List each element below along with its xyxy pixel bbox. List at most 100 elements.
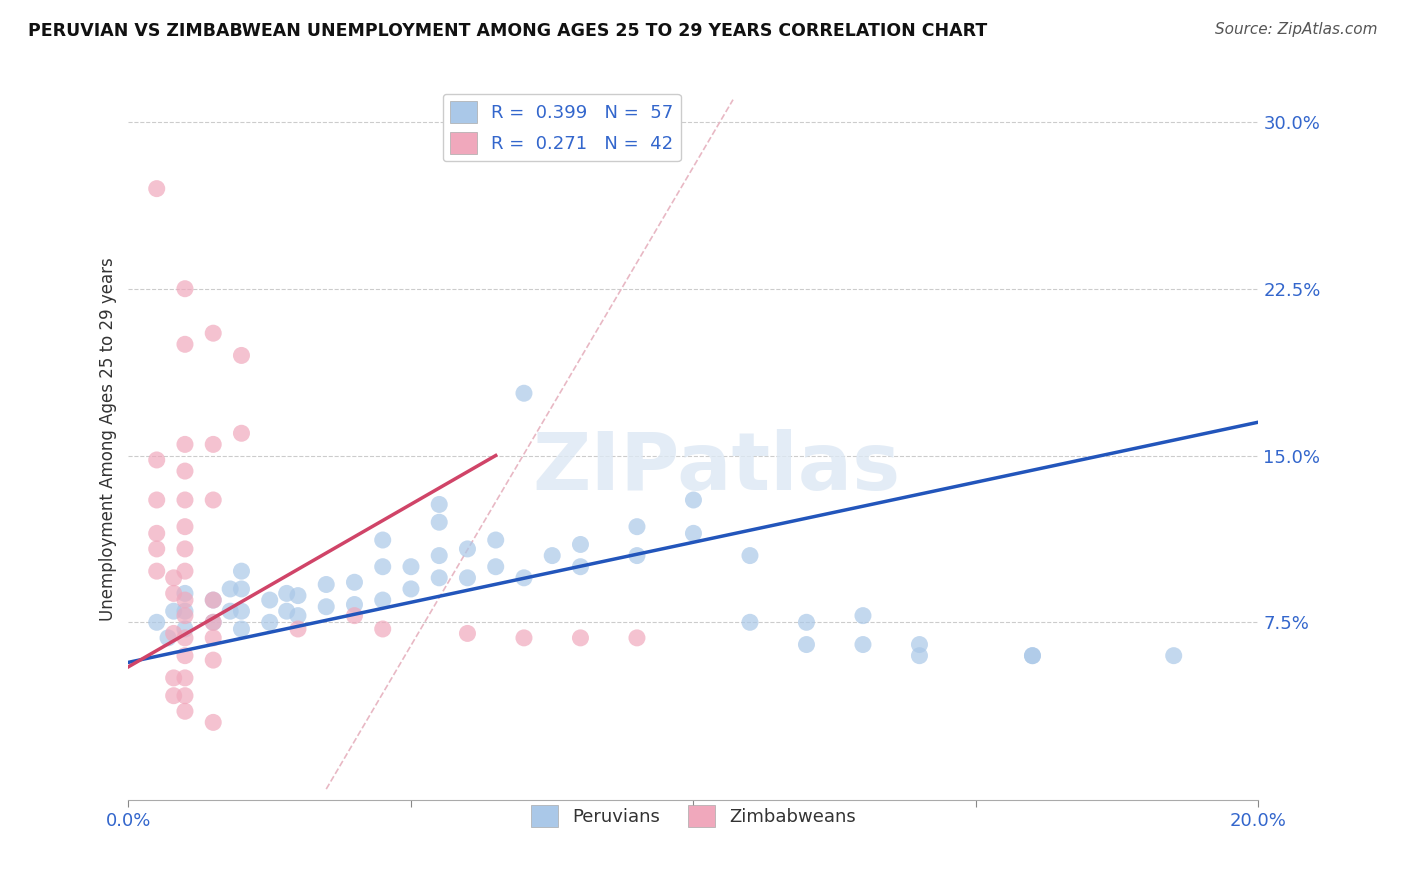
Point xyxy=(231,604,253,618)
Point xyxy=(315,577,337,591)
Point xyxy=(231,582,253,596)
Point xyxy=(399,559,422,574)
Point xyxy=(145,541,167,556)
Point xyxy=(513,631,536,645)
Point xyxy=(569,631,592,645)
Point xyxy=(1021,648,1043,663)
Point xyxy=(852,638,875,652)
Y-axis label: Unemployment Among Ages 25 to 29 years: Unemployment Among Ages 25 to 29 years xyxy=(100,257,117,621)
Point xyxy=(145,526,167,541)
Point xyxy=(174,337,197,351)
Point xyxy=(145,493,167,508)
Point xyxy=(427,515,450,529)
Point xyxy=(174,608,197,623)
Point xyxy=(174,564,197,578)
Point xyxy=(174,464,197,478)
Point xyxy=(202,593,225,607)
Point xyxy=(163,626,186,640)
Point xyxy=(174,437,197,451)
Point xyxy=(513,386,536,401)
Point xyxy=(626,519,648,533)
Point xyxy=(682,526,704,541)
Point xyxy=(202,631,225,645)
Point xyxy=(427,549,450,563)
Point xyxy=(202,493,225,508)
Point xyxy=(174,493,197,508)
Legend: Peruvians, Zimbabweans: Peruvians, Zimbabweans xyxy=(524,798,863,835)
Point xyxy=(456,626,478,640)
Point xyxy=(399,582,422,596)
Point xyxy=(287,608,309,623)
Point xyxy=(174,282,197,296)
Point xyxy=(163,604,186,618)
Point xyxy=(174,593,197,607)
Point xyxy=(371,533,394,547)
Point xyxy=(202,615,225,630)
Point xyxy=(1021,648,1043,663)
Point xyxy=(796,615,818,630)
Point xyxy=(343,608,366,623)
Point xyxy=(231,564,253,578)
Point xyxy=(174,604,197,618)
Point xyxy=(343,575,366,590)
Point xyxy=(796,638,818,652)
Point xyxy=(219,582,242,596)
Point xyxy=(202,326,225,341)
Point xyxy=(145,181,167,195)
Point xyxy=(231,426,253,441)
Point xyxy=(908,648,931,663)
Point xyxy=(259,615,281,630)
Point xyxy=(541,549,564,563)
Point xyxy=(174,622,197,636)
Point xyxy=(219,604,242,618)
Point xyxy=(738,549,761,563)
Text: PERUVIAN VS ZIMBABWEAN UNEMPLOYMENT AMONG AGES 25 TO 29 YEARS CORRELATION CHART: PERUVIAN VS ZIMBABWEAN UNEMPLOYMENT AMON… xyxy=(28,22,987,40)
Text: Source: ZipAtlas.com: Source: ZipAtlas.com xyxy=(1215,22,1378,37)
Point xyxy=(371,559,394,574)
Point xyxy=(157,631,180,645)
Point xyxy=(145,564,167,578)
Point xyxy=(174,689,197,703)
Point xyxy=(626,631,648,645)
Point xyxy=(852,608,875,623)
Point xyxy=(738,615,761,630)
Point xyxy=(174,631,197,645)
Point xyxy=(163,689,186,703)
Point xyxy=(456,541,478,556)
Point xyxy=(231,622,253,636)
Point xyxy=(456,571,478,585)
Point xyxy=(513,571,536,585)
Point xyxy=(569,559,592,574)
Point xyxy=(276,586,298,600)
Point xyxy=(163,586,186,600)
Point xyxy=(569,537,592,551)
Point xyxy=(174,586,197,600)
Point xyxy=(485,533,508,547)
Point xyxy=(427,498,450,512)
Point xyxy=(287,589,309,603)
Point xyxy=(259,593,281,607)
Point xyxy=(343,598,366,612)
Point xyxy=(145,453,167,467)
Point xyxy=(682,493,704,508)
Point xyxy=(174,519,197,533)
Point xyxy=(202,715,225,730)
Point xyxy=(371,622,394,636)
Point xyxy=(174,671,197,685)
Point xyxy=(276,604,298,618)
Point xyxy=(1163,648,1185,663)
Point xyxy=(145,615,167,630)
Text: ZIPatlas: ZIPatlas xyxy=(531,429,900,507)
Point xyxy=(202,593,225,607)
Point xyxy=(287,622,309,636)
Point xyxy=(163,571,186,585)
Point xyxy=(315,599,337,614)
Point xyxy=(174,541,197,556)
Point xyxy=(908,638,931,652)
Point xyxy=(485,559,508,574)
Point xyxy=(202,615,225,630)
Point xyxy=(202,653,225,667)
Point xyxy=(163,671,186,685)
Point xyxy=(174,704,197,718)
Point xyxy=(202,437,225,451)
